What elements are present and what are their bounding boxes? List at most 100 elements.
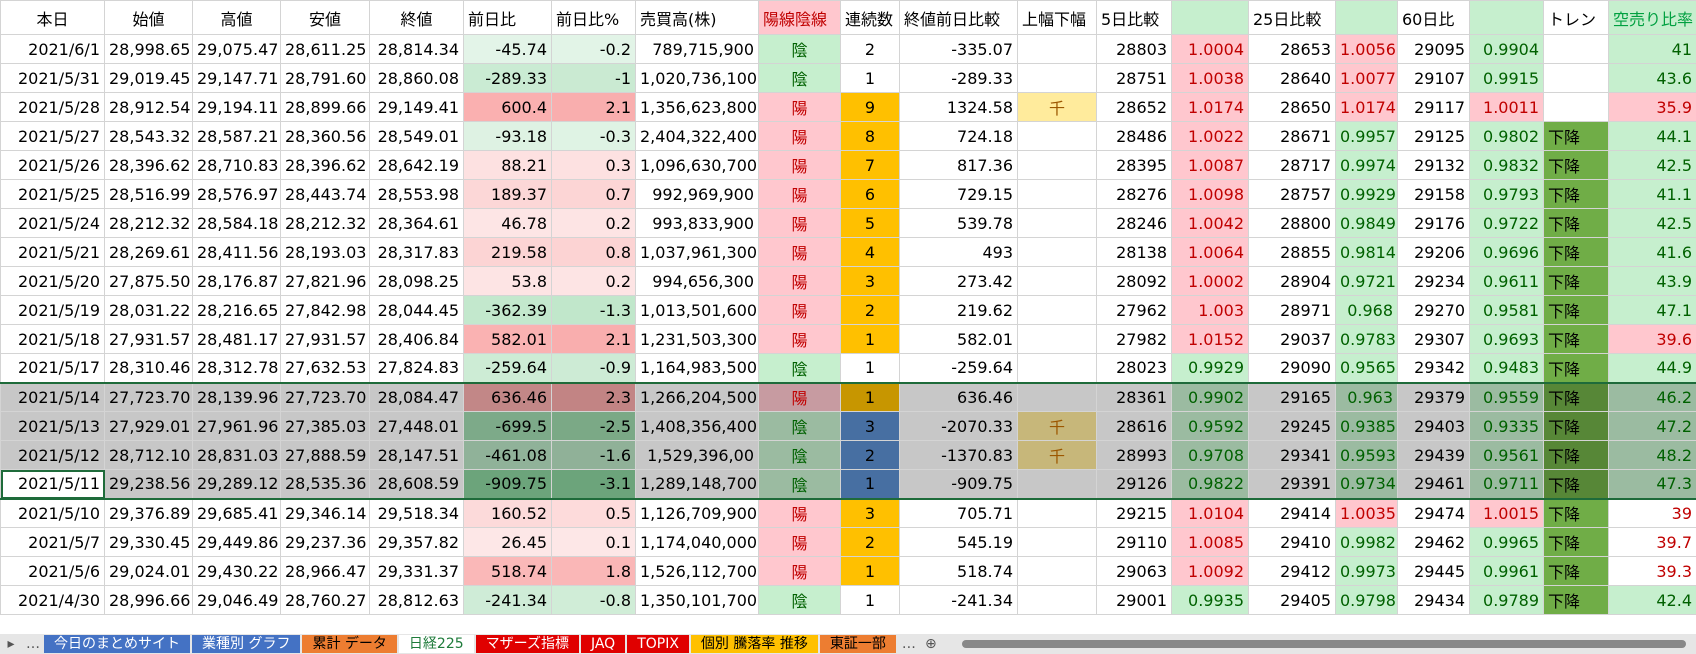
header-cell (1171, 0, 1249, 35)
cell: 0.9802 (1469, 121, 1544, 151)
header-cell: 終値前日比較 (899, 0, 1018, 35)
cell: 28,411.56 (192, 237, 281, 267)
cell: 陰 (758, 585, 841, 615)
tab-scroll-arrow[interactable]: ▸ (7, 636, 15, 652)
cell: 28803 (1096, 34, 1172, 64)
tab-more[interactable]: … (26, 636, 40, 652)
sheet-tab[interactable]: 個別 騰落率 推移 (690, 635, 818, 653)
cell (1017, 498, 1097, 528)
cell: 陽 (758, 179, 841, 209)
data-row: 2021/5/24 28,212.32 28,584.18 28,212.32 28,3… (0, 208, 1696, 238)
cell: 2021/5/20 (0, 266, 105, 296)
cell: 1.0085 (1171, 527, 1249, 557)
sheet-tab[interactable]: 日経225 (398, 635, 474, 653)
cell: 1,126,709,900 (635, 498, 759, 528)
cell: 28652 (1096, 92, 1172, 122)
sheet-tab[interactable]: TOPIX (627, 635, 689, 653)
cell: 28,710.83 (192, 150, 281, 180)
cell: 8 (840, 121, 900, 151)
cell: 29414 (1248, 498, 1336, 528)
cell: 0.9581 (1469, 295, 1544, 325)
cell: 27,723.70 (104, 381, 193, 412)
cell: 29,019.45 (104, 63, 193, 93)
cell: 9 (840, 92, 900, 122)
cell: 28904 (1248, 266, 1336, 296)
cell: 28717 (1248, 150, 1336, 180)
cell: 29403 (1397, 411, 1470, 441)
cell: 29,289.12 (192, 469, 281, 500)
cell: 0.9593 (1335, 440, 1398, 470)
cell: 28,147.51 (369, 440, 464, 470)
cell: 2021/5/18 (0, 324, 105, 354)
cell (1017, 353, 1097, 383)
data-row: 2021/5/11 29,238.56 29,289.12 28,535.36 28,6… (0, 469, 1696, 500)
sheet-tab[interactable]: 今日のまとめサイト (44, 635, 190, 653)
sheet-tab[interactable]: 累計 データ (302, 635, 397, 653)
cell: 28276 (1096, 179, 1172, 209)
cell: 29215 (1096, 498, 1172, 528)
data-row: 2021/5/27 28,543.32 28,587.21 28,360.56 28,5… (0, 121, 1696, 151)
cell: 28138 (1096, 237, 1172, 267)
cell: 1.0022 (1171, 121, 1249, 151)
cell: 29,357.82 (369, 527, 464, 557)
cell: 43.6 (1608, 63, 1696, 93)
cell (1017, 469, 1097, 500)
sheet-tab[interactable]: マザーズ指標 (475, 635, 579, 653)
cell: 29,075.47 (192, 34, 281, 64)
cell: -3.1 (551, 469, 636, 500)
sheet-tab[interactable]: JAQ (580, 635, 626, 653)
cell: 0.968 (1335, 295, 1398, 325)
cell: -2070.33 (899, 411, 1018, 441)
cell: 46.78 (463, 208, 552, 238)
sheet-tab[interactable]: 東証一部 (819, 635, 896, 653)
add-sheet-button[interactable]: ⊕ (924, 636, 937, 652)
cell (1017, 527, 1097, 557)
cell (1017, 266, 1097, 296)
cell: 29434 (1397, 585, 1470, 615)
cell: 0.9793 (1469, 179, 1544, 209)
cell: 28,966.47 (280, 556, 370, 586)
cell: 29206 (1397, 237, 1470, 267)
cell: 29,147.71 (192, 63, 281, 93)
cell: 27,842.98 (280, 295, 370, 325)
cell: 28,584.18 (192, 208, 281, 238)
cell: 陽 (758, 266, 841, 296)
data-row: 2021/5/31 29,019.45 29,147.71 28,791.60 28,8… (0, 63, 1696, 93)
data-row: 2021/5/26 28,396.62 28,710.83 28,396.62 28,6… (0, 150, 1696, 180)
cell: 1,529,396,00 (635, 440, 759, 470)
cell: 4 (840, 237, 900, 267)
cell: 817.36 (899, 150, 1018, 180)
header-cell: 始値 (104, 0, 193, 35)
cell: 28993 (1096, 440, 1172, 470)
cell: 992,969,900 (635, 179, 759, 209)
cell: 29462 (1397, 527, 1470, 557)
data-row: 2021/5/19 28,031.22 28,216.65 27,842.98 28,0… (0, 295, 1696, 325)
cell: 0.2 (551, 208, 636, 238)
cell: 1 (840, 324, 900, 354)
cell: -699.5 (463, 411, 552, 441)
header-cell: トレン (1543, 0, 1609, 35)
cell: 29,238.56 (104, 469, 193, 500)
cell: 陰 (758, 34, 841, 64)
cell: 0.9721 (1335, 266, 1398, 296)
cell: 29474 (1397, 498, 1470, 528)
cell (1017, 585, 1097, 615)
tab-more[interactable]: … (901, 636, 916, 652)
cell: 2021/5/25 (0, 179, 105, 209)
cell: 0.9982 (1335, 527, 1398, 557)
cell: 41.6 (1608, 237, 1696, 267)
cell: 29090 (1248, 353, 1336, 383)
cell: 0.9734 (1335, 469, 1398, 500)
cell: 88.21 (463, 150, 552, 180)
cell: -259.64 (463, 353, 552, 383)
cell: 陽 (758, 208, 841, 238)
cell: 2.1 (551, 324, 636, 354)
cell: 0.9957 (1335, 121, 1398, 151)
cell: 28486 (1096, 121, 1172, 151)
sheet-tab[interactable]: 業種別 グラフ (192, 635, 301, 653)
cell: 219.62 (899, 295, 1018, 325)
cell: 53.8 (463, 266, 552, 296)
horizontal-scrollbar[interactable] (961, 640, 1686, 648)
cell: 1324.58 (899, 92, 1018, 122)
cell: 0.9335 (1469, 411, 1544, 441)
